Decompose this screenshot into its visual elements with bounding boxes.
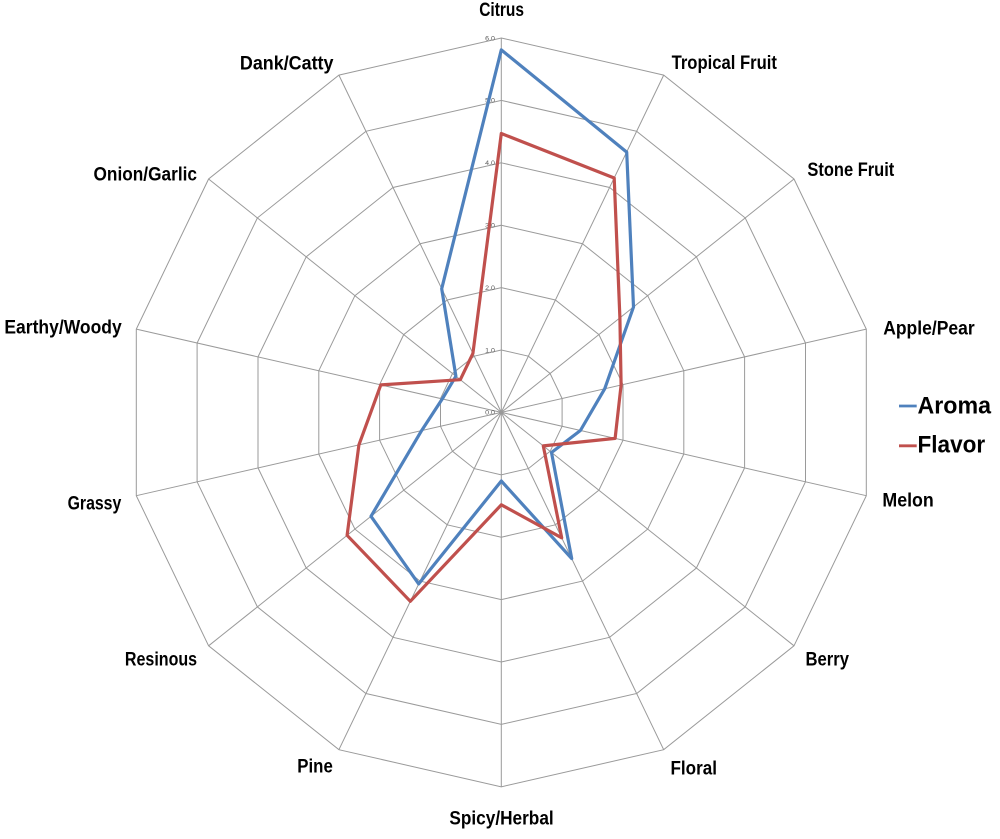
svg-text:4.0: 4.0 [485,160,495,167]
svg-text:Grassy: Grassy [68,493,122,515]
svg-text:Citrus: Citrus [479,0,524,21]
svg-text:Earthy/Woody: Earthy/Woody [4,316,121,338]
svg-text:Flavor: Flavor [918,431,986,458]
svg-text:Tropical Fruit: Tropical Fruit [672,52,778,74]
svg-text:Melon: Melon [882,489,933,511]
svg-text:6.0: 6.0 [485,35,495,42]
svg-text:2.0: 2.0 [485,285,495,292]
svg-text:Aroma: Aroma [918,393,992,420]
svg-text:1.0: 1.0 [485,347,495,354]
svg-text:Spicy/Herbal: Spicy/Herbal [449,807,553,829]
svg-text:Pine: Pine [297,756,333,778]
svg-text:Stone Fruit: Stone Fruit [807,159,894,181]
svg-text:Resinous: Resinous [125,648,197,670]
svg-text:Floral: Floral [671,757,718,779]
svg-text:Berry: Berry [806,649,850,671]
svg-text:Onion/Garlic: Onion/Garlic [94,163,198,185]
svg-text:Dank/Catty: Dank/Catty [240,53,334,75]
svg-text:0.0: 0.0 [485,410,495,417]
svg-text:Apple/Pear: Apple/Pear [883,317,975,339]
svg-text:5.0: 5.0 [485,98,495,105]
